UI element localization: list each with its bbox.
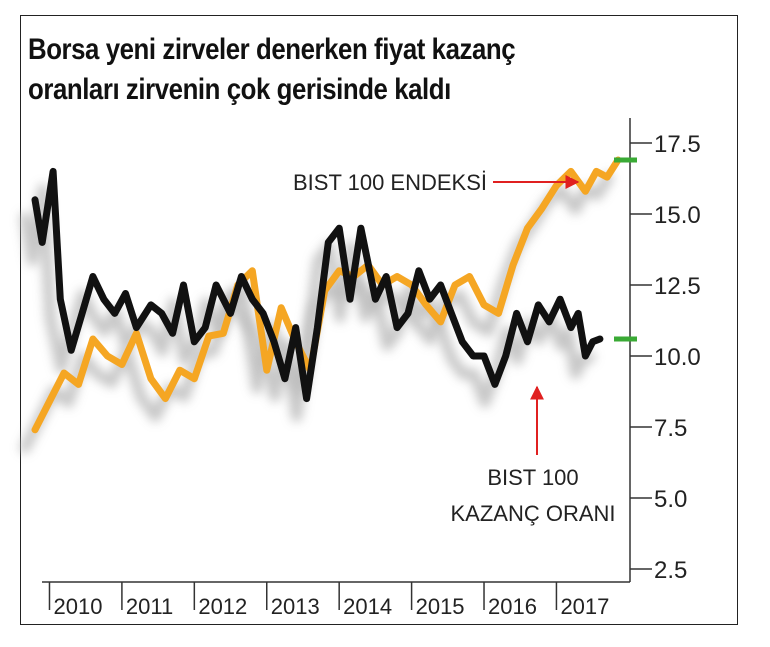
y-tick-label: 17.5 (654, 131, 701, 158)
x-tick-label: 2011 (126, 594, 173, 619)
x-tick-label: 2016 (488, 594, 537, 619)
pe-annotation-label-line2: KAZANÇ ORANI (450, 501, 615, 526)
chart-title: Borsa yeni zirveler denerken fiyat kazan… (28, 30, 596, 110)
y-tick-label: 12.5 (654, 273, 701, 300)
title-line-1: Borsa yeni zirveler denerken fiyat kazan… (28, 33, 516, 66)
x-tick-label: 2012 (198, 594, 247, 619)
x-axis-ticks: 2010 2011 2012 2013 2014 2015 2016 2017 (48, 582, 609, 619)
y-tick-label: 15.0 (654, 202, 701, 229)
end-markers (614, 157, 637, 342)
x-tick-label: 2010 (53, 594, 102, 619)
series-lines (31, 156, 622, 434)
index-annotation-label: BIST 100 ENDEKSİ (293, 170, 487, 195)
x-tick-label: 2014 (343, 594, 392, 619)
x-tick-label: 2015 (416, 594, 465, 619)
index-series-line (31, 156, 622, 434)
y-tick-label: 10.0 (654, 344, 701, 371)
y-tick-label: 2.5 (654, 557, 687, 584)
y-axis-ticks: 17.5 15.0 12.5 10.0 7.5 5.0 2.5 (630, 131, 701, 584)
pe-ratio-series-line (31, 167, 604, 403)
y-tick-label: 7.5 (654, 415, 687, 442)
title-line-2: oranları zirvenin çok gerisinde kaldı (28, 73, 451, 106)
pe-annotation-label-line1: BIST 100 (487, 465, 578, 490)
x-tick-label: 2013 (271, 594, 320, 619)
y-tick-label: 5.0 (654, 486, 687, 513)
x-tick-label: 2017 (560, 594, 609, 619)
